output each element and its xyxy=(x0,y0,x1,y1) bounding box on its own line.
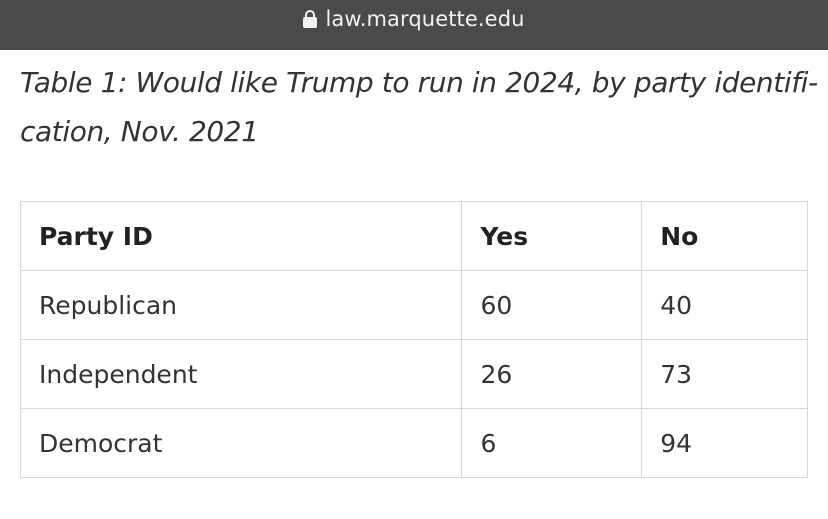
cell-yes: 26 xyxy=(461,339,643,409)
header-party-id: Party ID xyxy=(19,201,463,271)
table-caption: Table 1: Would like Trump to run in 2024… xyxy=(20,58,818,156)
cell-no: 40 xyxy=(641,270,808,340)
table-row: Independent 26 73 xyxy=(19,339,808,409)
table-row: Democrat 6 94 xyxy=(19,408,808,478)
table-header-row: Party ID Yes No xyxy=(19,201,808,271)
header-yes: Yes xyxy=(461,201,643,271)
address-bar-content: law.marquette.edu xyxy=(303,7,524,31)
cell-party: Independent xyxy=(19,339,463,409)
table-row: Republican 60 40 xyxy=(19,270,808,340)
cell-party: Democrat xyxy=(19,408,463,478)
lock-icon xyxy=(303,10,318,28)
cell-no: 73 xyxy=(641,339,808,409)
address-bar[interactable]: law.marquette.edu xyxy=(0,0,828,50)
results-table: Party ID Yes No Republican 60 40 Indepen… xyxy=(19,201,808,478)
caption-line-1: Table 1: Would like Trump to run in 2024… xyxy=(20,66,818,99)
url-text[interactable]: law.marquette.edu xyxy=(325,7,525,31)
header-no: No xyxy=(641,201,808,271)
cell-no: 94 xyxy=(641,408,808,478)
caption-line-2: cation, Nov. 2021 xyxy=(20,115,259,148)
cell-yes: 60 xyxy=(461,270,643,340)
cell-yes: 6 xyxy=(461,408,643,478)
cell-party: Republican xyxy=(19,270,463,340)
